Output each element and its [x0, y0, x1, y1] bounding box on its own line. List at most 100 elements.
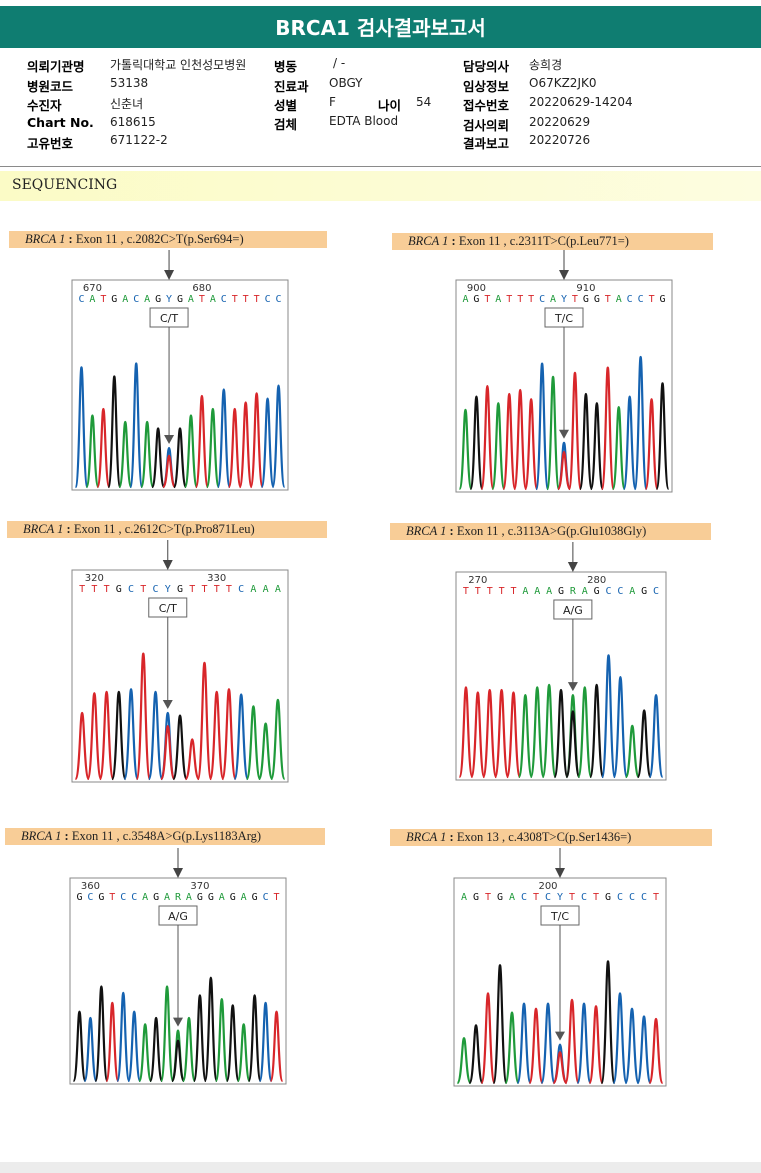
- base-call-letter: G: [153, 892, 159, 903]
- position-tick-label: 280: [587, 575, 606, 586]
- base-call-letter: G: [558, 586, 564, 597]
- base-call-letter: C: [629, 892, 635, 903]
- chromatogram-peak: [74, 366, 89, 489]
- base-call-letter: T: [605, 294, 611, 305]
- base-call-letter: C: [617, 892, 623, 903]
- section-title: SEQUENCING: [12, 177, 118, 193]
- base-call-letter: A: [188, 294, 194, 305]
- age-label: 나이: [378, 98, 402, 113]
- base-call-letter: T: [214, 584, 220, 595]
- chromatogram-peak: [529, 686, 545, 779]
- chromatogram-peak: [233, 693, 249, 781]
- base-call-letter: A: [550, 294, 556, 305]
- chromatogram-peak: [236, 1023, 251, 1083]
- base-call-letter: T: [487, 586, 493, 597]
- base-call-letter: A: [461, 892, 467, 903]
- doctor-value: 송희경: [529, 58, 563, 72]
- position-tick-label: 200: [538, 881, 557, 892]
- base-call-letter: C: [539, 294, 545, 305]
- request-date-value: 20220629: [529, 115, 591, 129]
- chromatogram-peak: [556, 450, 572, 491]
- chromatogram-peak: [513, 388, 528, 491]
- chromatogram-peak: [271, 384, 286, 489]
- variant-arrow-head: [162, 560, 173, 570]
- chromatogram-peak: [192, 994, 208, 1083]
- base-call-letter: T: [653, 892, 659, 903]
- base-call-letter: G: [583, 294, 589, 305]
- variant-arrow-head: [164, 270, 175, 280]
- base-call-letter: T: [572, 294, 578, 305]
- chromatogram-peak: [96, 407, 111, 489]
- base-call-letter: T: [569, 892, 575, 903]
- base-call-letter: A: [122, 294, 128, 305]
- variant-pointer-head: [162, 700, 173, 709]
- sex-value: F: [329, 95, 336, 109]
- page-footer-bar: [0, 1162, 761, 1173]
- chromatogram-peak: [269, 1010, 284, 1083]
- base-call-letter: A: [522, 586, 528, 597]
- chromatogram-peak: [516, 1002, 532, 1085]
- examinee-value: 신춘녀: [110, 97, 144, 111]
- report-title: BRCA1 검사결과보고서: [0, 6, 761, 48]
- chromatogram-peak: [611, 406, 626, 491]
- position-tick-label: 360: [81, 881, 100, 892]
- base-call-letter: T: [79, 584, 85, 595]
- clinical-info-value: O67KZ2JK0: [529, 76, 597, 90]
- chromatogram-peak: [203, 976, 218, 1083]
- chromatogram-peak: [183, 414, 199, 489]
- base-call-letter: C: [153, 584, 159, 595]
- department-label: 진료과: [274, 79, 309, 94]
- base-call-letter: A: [462, 294, 468, 305]
- chromatogram-peak: [161, 454, 177, 489]
- specimen-label: 검체: [274, 117, 298, 132]
- chromatogram-peak: [576, 1002, 592, 1085]
- base-call-letter: G: [116, 584, 122, 595]
- institution-label: 의뢰기관명: [27, 59, 85, 74]
- base-call-letter: A: [144, 294, 150, 305]
- clinical-info-label: 임상정보: [463, 79, 510, 94]
- base-call-letter: C: [78, 294, 84, 305]
- institution-value: 가톨릭대학교 인천성모병원: [110, 58, 247, 72]
- base-call-letter: C: [606, 586, 612, 597]
- base-call-letter: R: [175, 892, 182, 903]
- base-call-letter: C: [627, 294, 633, 305]
- base-call-letter: A: [164, 892, 170, 903]
- variant-caption: BRCA 1 : Exon 11 , c.2082C>T(p.Ser694=): [9, 231, 327, 248]
- genotype-call: T/C: [550, 910, 569, 923]
- gene-name: BRCA 1: [406, 524, 447, 538]
- chart-no-label: Chart No.: [27, 115, 94, 130]
- base-call-letter: C: [545, 892, 551, 903]
- base-call-letter: G: [177, 294, 183, 305]
- variant-description: Exon 11 , c.2612C>T(p.Pro871Leu): [73, 522, 255, 536]
- chromatogram-peak: [482, 688, 498, 779]
- base-call-letter: A: [629, 586, 635, 597]
- variant-arrow-head: [567, 562, 578, 572]
- base-call-letter: T: [226, 584, 232, 595]
- report-date-label: 결과보고: [463, 136, 510, 151]
- base-call-letter: C: [641, 892, 647, 903]
- chromatogram-peak: [577, 686, 593, 779]
- base-call-letter: C: [221, 294, 227, 305]
- chart-no-value: 618615: [110, 115, 156, 129]
- gene-name: BRCA 1: [21, 829, 62, 843]
- chromatogram-peak: [118, 420, 133, 489]
- base-call-letter: T: [475, 586, 481, 597]
- base-call-letter: T: [274, 892, 280, 903]
- chromatogram-peak: [138, 1023, 153, 1083]
- chromatogram-peak: [181, 1016, 197, 1083]
- variant-description: Exon 11 , c.3548A>G(p.Lys1183Arg): [71, 829, 262, 843]
- base-call-letter: C: [131, 892, 137, 903]
- chromatogram-peak: [72, 1010, 87, 1083]
- chromatogram-peak: [83, 1016, 98, 1083]
- position-tick-label: 680: [192, 283, 211, 294]
- chromatogram-peak: [540, 1002, 556, 1085]
- chromatogram-peak: [534, 362, 550, 491]
- base-call-letter: T: [109, 892, 115, 903]
- chromatogram-peak: [636, 1015, 652, 1085]
- chromatogram-peak: [107, 375, 122, 489]
- chromatogram-peak: [633, 355, 648, 491]
- chromatogram-peak: [85, 414, 100, 489]
- chromatogram-peak: [123, 688, 139, 781]
- base-call-letter: T: [517, 294, 523, 305]
